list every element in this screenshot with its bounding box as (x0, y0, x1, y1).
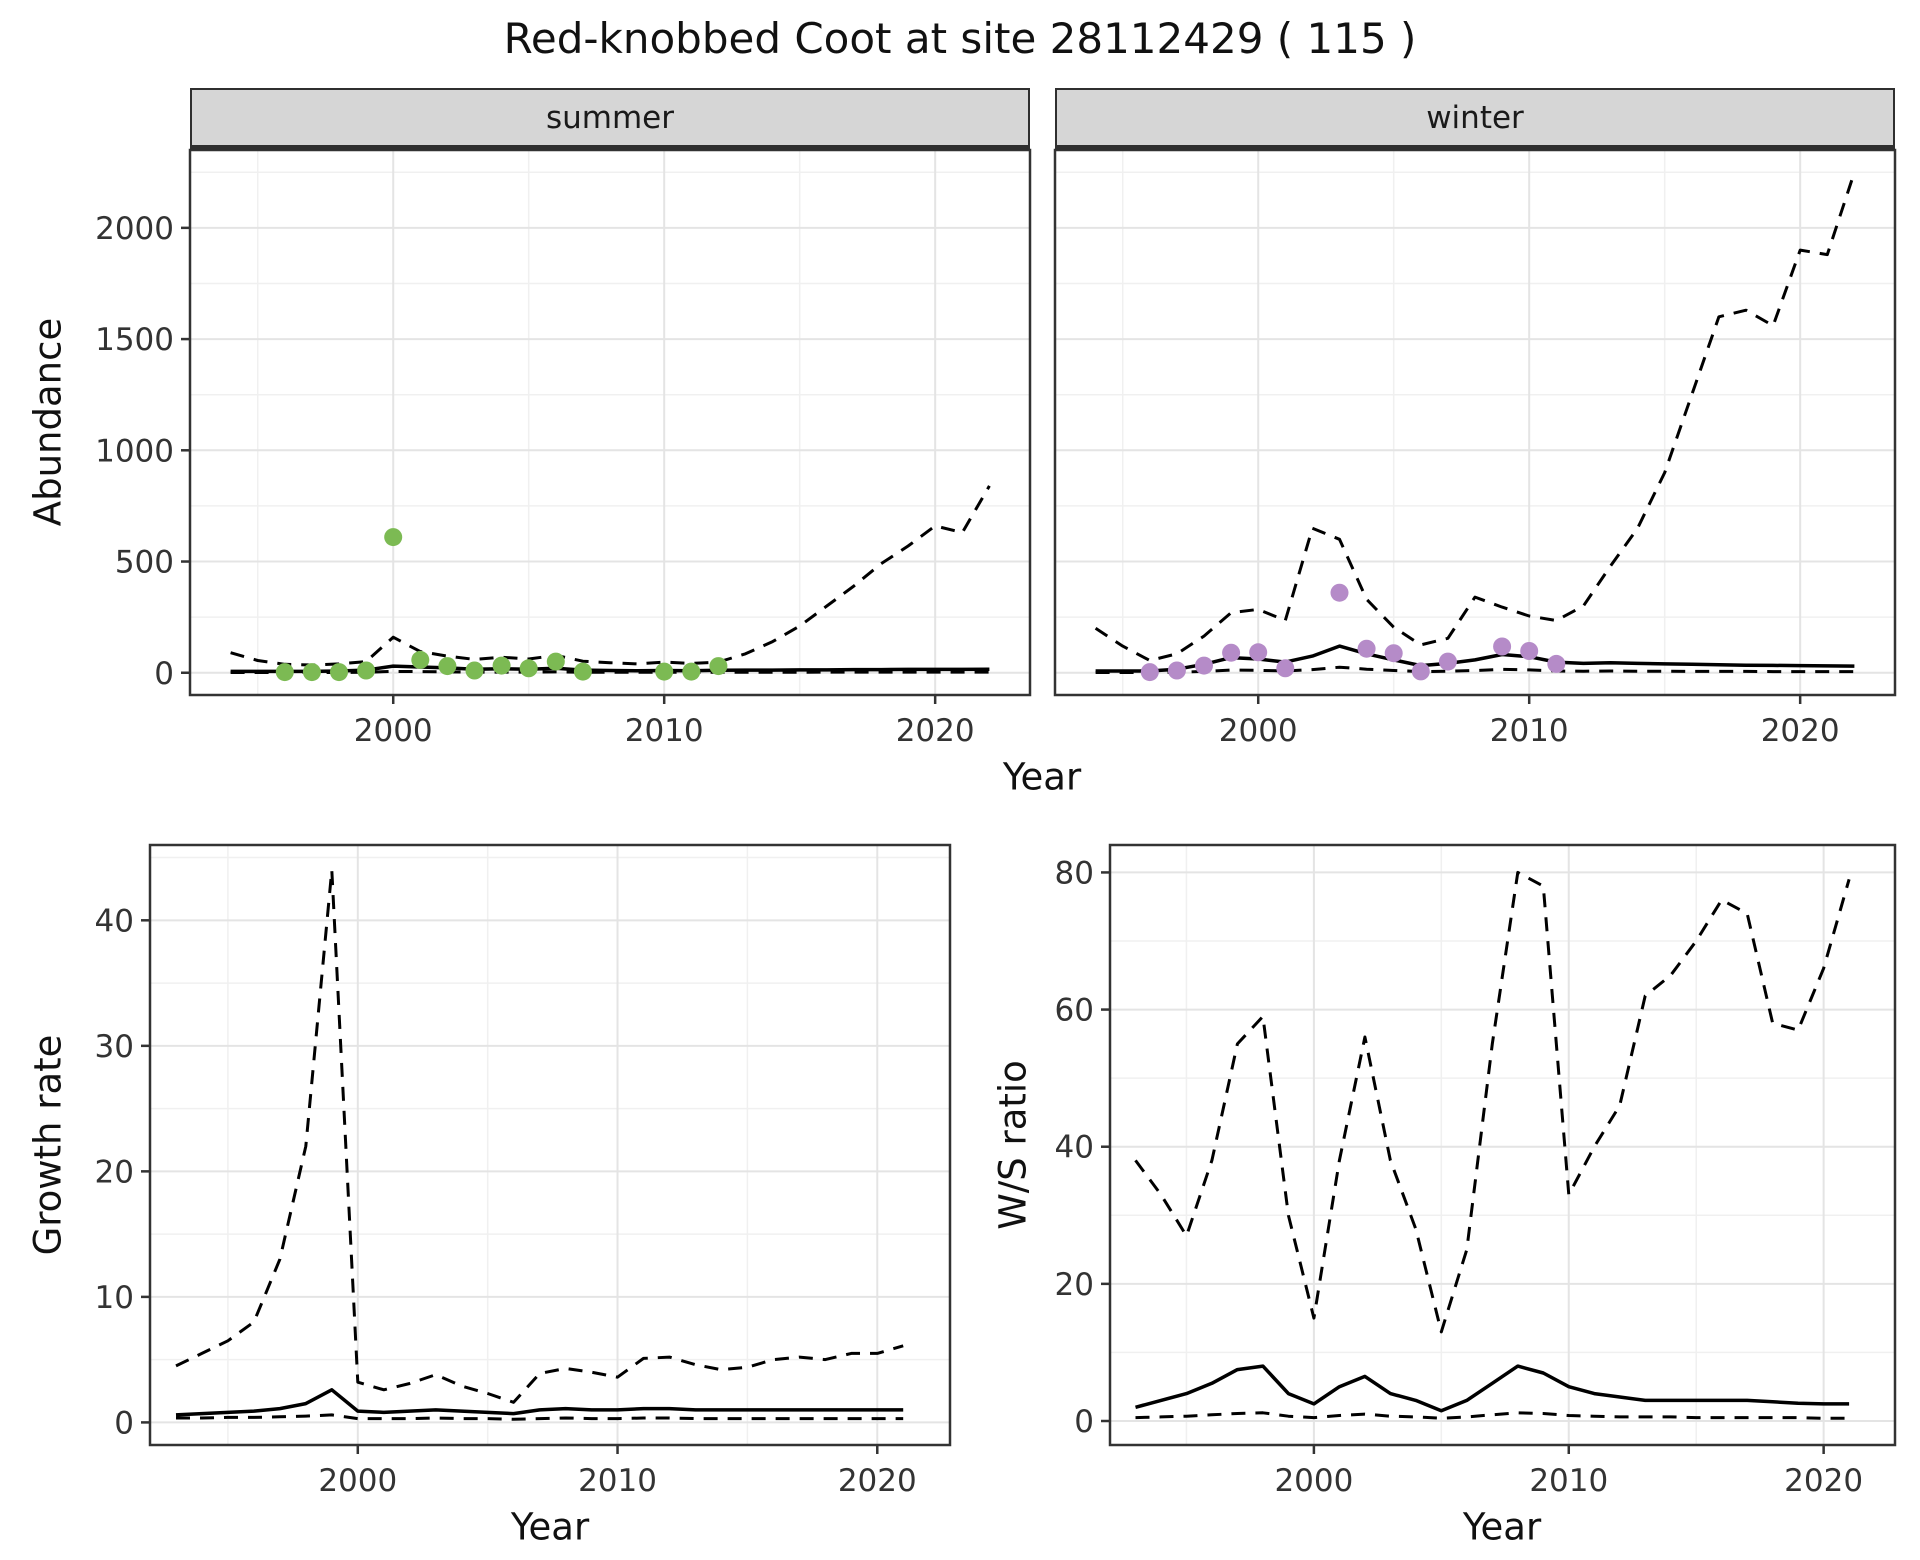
y-tick-label: 500 (115, 545, 174, 581)
y-axis-title-ws-ratio: W/S ratio (991, 1060, 1035, 1230)
x-tick-label: 2020 (896, 713, 975, 749)
data-point (1520, 642, 1539, 660)
y-tick-label: 0 (114, 1405, 134, 1441)
data-point (655, 662, 674, 681)
data-point (357, 661, 376, 680)
data-point (682, 662, 701, 681)
facet-strip-winter: winter (1055, 88, 1895, 150)
series-lower_ci (230, 669, 990, 674)
panel-background (1110, 845, 1895, 1445)
y-tick-label: 0 (1074, 1404, 1094, 1440)
data-point (384, 528, 403, 547)
y-tick-label: 40 (95, 903, 134, 939)
series-lower_ci (1095, 665, 1855, 674)
x-axis-title-ws-ratio: Year (1462, 1505, 1542, 1549)
panel-abundance-winter: 2000 2010 2020 (1053, 148, 1897, 749)
y-tick-label: 20 (95, 1154, 134, 1190)
x-tick-label: 2020 (1761, 713, 1840, 749)
data-point (1438, 652, 1457, 671)
y-tick-label: 60 (1055, 993, 1094, 1029)
x-tick-label: 2020 (838, 1463, 917, 1499)
y-tick-label: 10 (95, 1280, 134, 1316)
x-tick-label: 2010 (1490, 713, 1569, 749)
y-tick-label: 20 (1055, 1267, 1094, 1303)
panel-border (148, 843, 952, 1447)
data-point (438, 657, 457, 676)
panel-ws-ratio: 2000 2010 2020 0 20 40 60 80 (1055, 843, 1897, 1499)
data-point (411, 650, 430, 669)
data-point (1249, 643, 1268, 662)
y-axis-title-abundance: Abundance (26, 317, 70, 527)
facet-label-winter: winter (1426, 99, 1524, 136)
panel-background (190, 150, 1030, 695)
x-tick-label: 2000 (354, 713, 433, 749)
data-point (519, 659, 538, 678)
series-median (1095, 644, 1855, 673)
data-point (1357, 639, 1376, 658)
data-point (709, 657, 728, 676)
panel-background (1055, 150, 1895, 695)
data-point (302, 663, 321, 682)
data-point (1222, 643, 1241, 662)
data-point (1276, 659, 1295, 678)
facet-label-summer: summer (545, 99, 674, 136)
data-point (546, 652, 565, 671)
data-point (1167, 661, 1186, 680)
data-point (573, 662, 592, 681)
x-tick-label: 2010 (578, 1463, 657, 1499)
y-tick-label: 0 (154, 656, 174, 692)
panel-border (1108, 843, 1897, 1447)
series-upper_ci (1134, 870, 1851, 1334)
data-point (1411, 662, 1430, 681)
y-tick-label: 30 (95, 1029, 134, 1065)
data-point (492, 656, 511, 675)
panel-background (150, 845, 950, 1445)
x-axis-title-growth-rate: Year (510, 1505, 590, 1549)
panel-abundance-summer: 2000 2010 2020 0 500 1000 1500 2000 (95, 148, 1032, 749)
x-axis-title-top: Year (1002, 755, 1082, 799)
x-tick-label: 2010 (1529, 1463, 1608, 1499)
series-median (1135, 1364, 1850, 1413)
data-point (1195, 656, 1213, 675)
x-tick-label: 2000 (1219, 713, 1298, 749)
panel-border (188, 148, 1032, 697)
data-point (1547, 654, 1566, 673)
x-tick-label: 2000 (1274, 1463, 1353, 1499)
data-point (1493, 637, 1512, 656)
data-point (330, 663, 348, 682)
panel-growth-rate: 2000 2010 2020 0 10 20 30 40 (95, 843, 952, 1499)
y-tick-label: 40 (1055, 1130, 1094, 1166)
panel-border (1053, 148, 1897, 697)
data-point (1384, 644, 1403, 663)
data-point (275, 663, 294, 682)
x-tick-label: 2000 (318, 1463, 397, 1499)
series-upper_ci (1094, 171, 1856, 662)
series-upper_ci (175, 868, 904, 1404)
series-upper_ci (230, 485, 991, 667)
y-tick-label: 2000 (95, 211, 174, 247)
x-tick-label: 2020 (1784, 1463, 1863, 1499)
series-median (230, 664, 990, 674)
y-tick-label: 1000 (95, 433, 174, 469)
y-tick-label: 1500 (95, 322, 174, 358)
series-lower_ci (176, 1413, 904, 1421)
x-tick-label: 2010 (625, 713, 704, 749)
series-median (175, 1388, 904, 1417)
y-tick-label: 80 (1055, 855, 1094, 891)
facet-strip-summer: summer (190, 88, 1030, 150)
data-point (1330, 583, 1349, 602)
plot-title: Red-knobbed Coot at site 28112429 ( 115 … (503, 14, 1417, 63)
y-axis-title-growth-rate: Growth rate (26, 1034, 70, 1256)
data-point (1140, 663, 1159, 682)
data-point (465, 661, 484, 680)
